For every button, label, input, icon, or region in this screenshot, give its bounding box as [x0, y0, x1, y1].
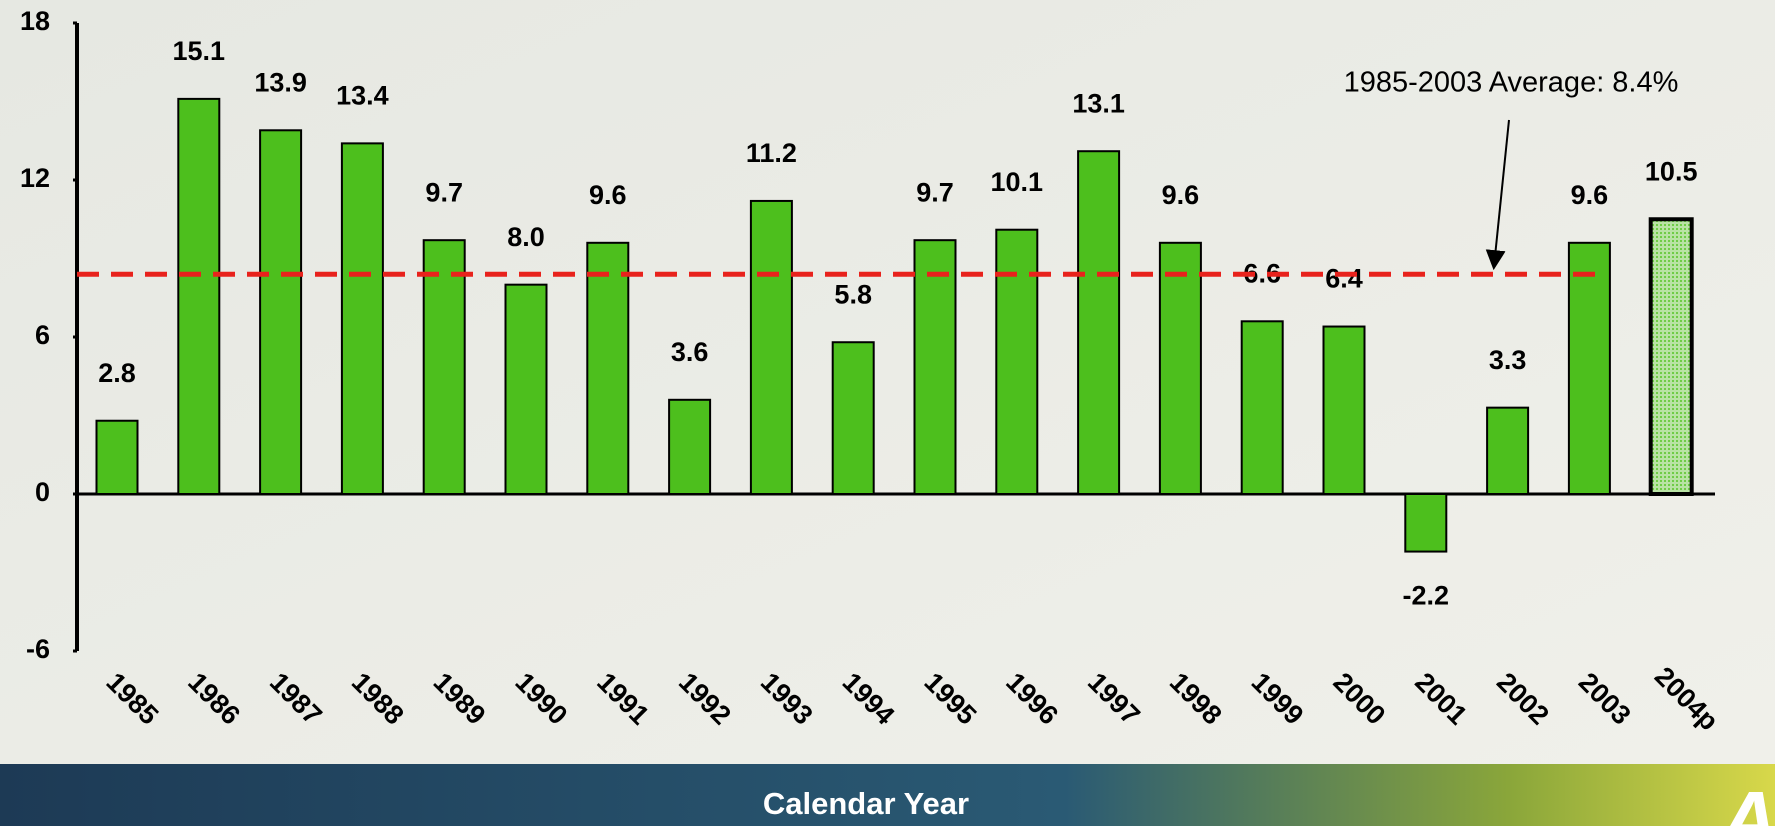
bar — [506, 285, 547, 494]
bar — [833, 342, 874, 494]
bar — [178, 99, 219, 494]
x-axis-label: Calendar Year — [763, 786, 969, 821]
data-label: 3.6 — [671, 337, 709, 367]
bar — [1078, 151, 1119, 494]
bar — [1651, 219, 1692, 494]
bar — [1487, 408, 1528, 494]
page: {"chart_data": {"type": "bar", "categori… — [0, 0, 1775, 826]
data-label: 13.4 — [336, 80, 389, 110]
data-label: 6.4 — [1325, 264, 1363, 294]
data-label: -2.2 — [1403, 581, 1450, 611]
bar — [1324, 327, 1365, 494]
data-label: 13.9 — [254, 67, 307, 97]
data-label: 3.3 — [1489, 345, 1527, 375]
bar — [751, 201, 792, 494]
data-label: 8.0 — [507, 222, 545, 252]
logo: AIS — [1718, 775, 1775, 826]
bar — [1569, 243, 1610, 494]
bar — [97, 421, 138, 494]
bar — [915, 240, 956, 494]
bar — [1160, 243, 1201, 494]
average-annotation: 1985-2003 Average: 8.4% — [1344, 67, 1679, 99]
data-label: 10.5 — [1645, 156, 1698, 186]
bar — [424, 240, 465, 494]
data-label: 5.8 — [834, 279, 872, 309]
bar — [342, 143, 383, 494]
data-label: 9.6 — [589, 180, 627, 210]
y-tick-label: 6 — [35, 320, 50, 350]
data-label: 10.1 — [991, 167, 1044, 197]
bar — [1242, 321, 1283, 494]
bar — [996, 230, 1037, 494]
bar — [669, 400, 710, 494]
y-tick-label: 12 — [20, 163, 50, 193]
y-tick-label: -6 — [26, 634, 50, 664]
data-label: 13.1 — [1072, 88, 1125, 118]
data-label: 9.6 — [1571, 180, 1609, 210]
bar — [587, 243, 628, 494]
y-tick-label: 0 — [35, 477, 50, 507]
data-label: 2.8 — [98, 358, 136, 388]
bar — [260, 130, 301, 494]
bar — [1405, 494, 1446, 552]
data-label: 11.2 — [746, 138, 797, 168]
data-label: 15.1 — [173, 36, 226, 66]
y-tick-label: 18 — [20, 6, 50, 36]
data-label: 9.6 — [1162, 180, 1200, 210]
data-label: 9.7 — [425, 177, 463, 207]
data-label: 9.7 — [916, 177, 954, 207]
chart: Calendar Year AIS -606121819852.8198615.… — [0, 0, 1775, 826]
